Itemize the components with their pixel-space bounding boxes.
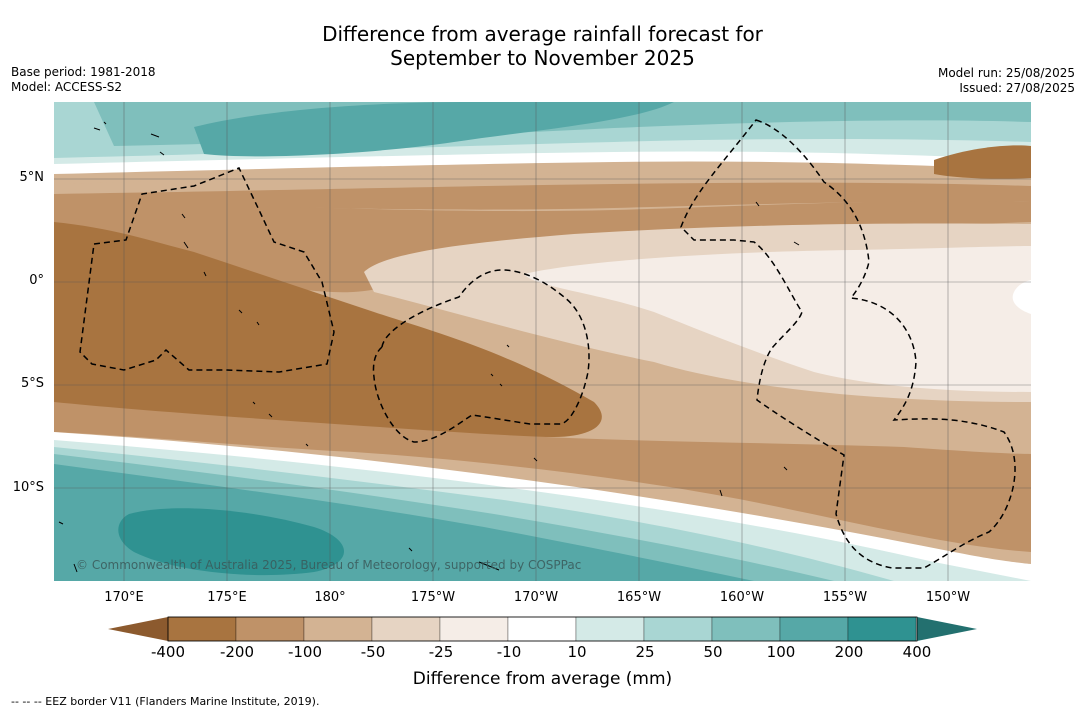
colorbar-swatches (167, 616, 917, 642)
lon-label-175w: 175°W (410, 590, 456, 605)
band-central-200 (54, 222, 602, 437)
eez-legend-note: -- -- -- EEZ border V11 (Flanders Marine… (11, 695, 320, 708)
rainfall-contour-map (54, 102, 1031, 581)
colorbar-swatch (711, 616, 781, 642)
colorbar-label-25: 25 (635, 643, 655, 661)
band-north-dry-200 (934, 145, 1031, 179)
colorbar-label-minus25: -25 (428, 643, 454, 661)
band-south-400 (118, 508, 345, 576)
model-name: Model: ACCESS-S2 (11, 80, 123, 94)
base-period-info: Base period: 1981-2018 Model: ACCESS-S2 (11, 65, 156, 95)
lon-label-155w: 155°W (822, 590, 868, 605)
lon-label-160w: 160°W (719, 590, 765, 605)
colorbar (108, 616, 977, 642)
lat-label-10s: 10°S (12, 480, 44, 495)
colorbar-upper-extend (917, 617, 977, 641)
meridian-gridlines (123, 102, 949, 581)
colorbar-title: Difference from average (mm) (412, 669, 673, 689)
colorbar-swatch (439, 616, 509, 642)
lon-label-170e: 170°E (104, 590, 144, 605)
lon-label-175e: 175°E (207, 590, 247, 605)
colorbar-swatch (643, 616, 713, 642)
model-run-info: Model run: 25/08/2025 Issued: 27/08/2025 (938, 66, 1075, 96)
map-title: Difference from average rainfall forecas… (0, 22, 1085, 70)
lon-label-170w: 170°W (513, 590, 559, 605)
lat-label-5n: 5°N (19, 170, 45, 185)
issued-date: Issued: 27/08/2025 (959, 81, 1075, 95)
island-outlines (58, 121, 800, 573)
lon-label-150w: 150°W (925, 590, 971, 605)
colorbar-label-minus400: -400 (150, 643, 186, 661)
colorbar-swatch (575, 616, 645, 642)
colorbar-swatch (303, 616, 373, 642)
colorbar-label-50: 50 (703, 643, 723, 661)
lat-label-0: 0° (29, 273, 44, 288)
rainfall-map (54, 102, 1031, 581)
colorbar-label-100: 100 (766, 643, 796, 661)
band-south-100 (54, 402, 1031, 552)
lon-label-180: 180° (314, 590, 346, 605)
colorbar-label-400: 400 (902, 643, 932, 661)
colorbar-label-minus100: -100 (287, 643, 323, 661)
title-line-2: September to November 2025 (390, 46, 695, 70)
band-centre-minus10 (524, 246, 1031, 392)
eez-border-tokelau (372, 269, 590, 443)
colorbar-label-200: 200 (834, 643, 864, 661)
lat-label-5s: 5°S (20, 376, 44, 391)
colorbar-frame (167, 616, 918, 642)
lon-label-165w: 165°W (616, 590, 662, 605)
title-line-1: Difference from average rainfall forecas… (322, 22, 763, 46)
colorbar-swatch (371, 616, 441, 642)
colorbar-swatch (235, 616, 305, 642)
eez-borders (79, 119, 1016, 569)
colorbar-lower-extend (108, 617, 168, 641)
eez-border-tuvalu (79, 167, 335, 373)
band-north-dry-100 (54, 182, 1031, 210)
band-centre-white (1012, 280, 1031, 314)
eez-border-kiribati-line (680, 119, 1016, 569)
model-run-date: Model run: 25/08/2025 (937, 66, 1075, 80)
copyright-notice: © Commonwealth of Australia 2025, Bureau… (76, 558, 582, 572)
colorbar-label-minus50: -50 (360, 643, 386, 661)
base-period: Base period: 1981-2018 (11, 65, 156, 79)
colorbar-label-10: 10 (567, 643, 587, 661)
colorbar-swatch (167, 616, 237, 642)
band-north-200 (194, 102, 674, 157)
colorbar-label-minus200: -200 (219, 643, 255, 661)
colorbar-swatch (847, 616, 917, 642)
colorbar-swatch (779, 616, 849, 642)
colorbar-label-minus10: -10 (496, 643, 522, 661)
colorbar-swatch (507, 616, 577, 642)
